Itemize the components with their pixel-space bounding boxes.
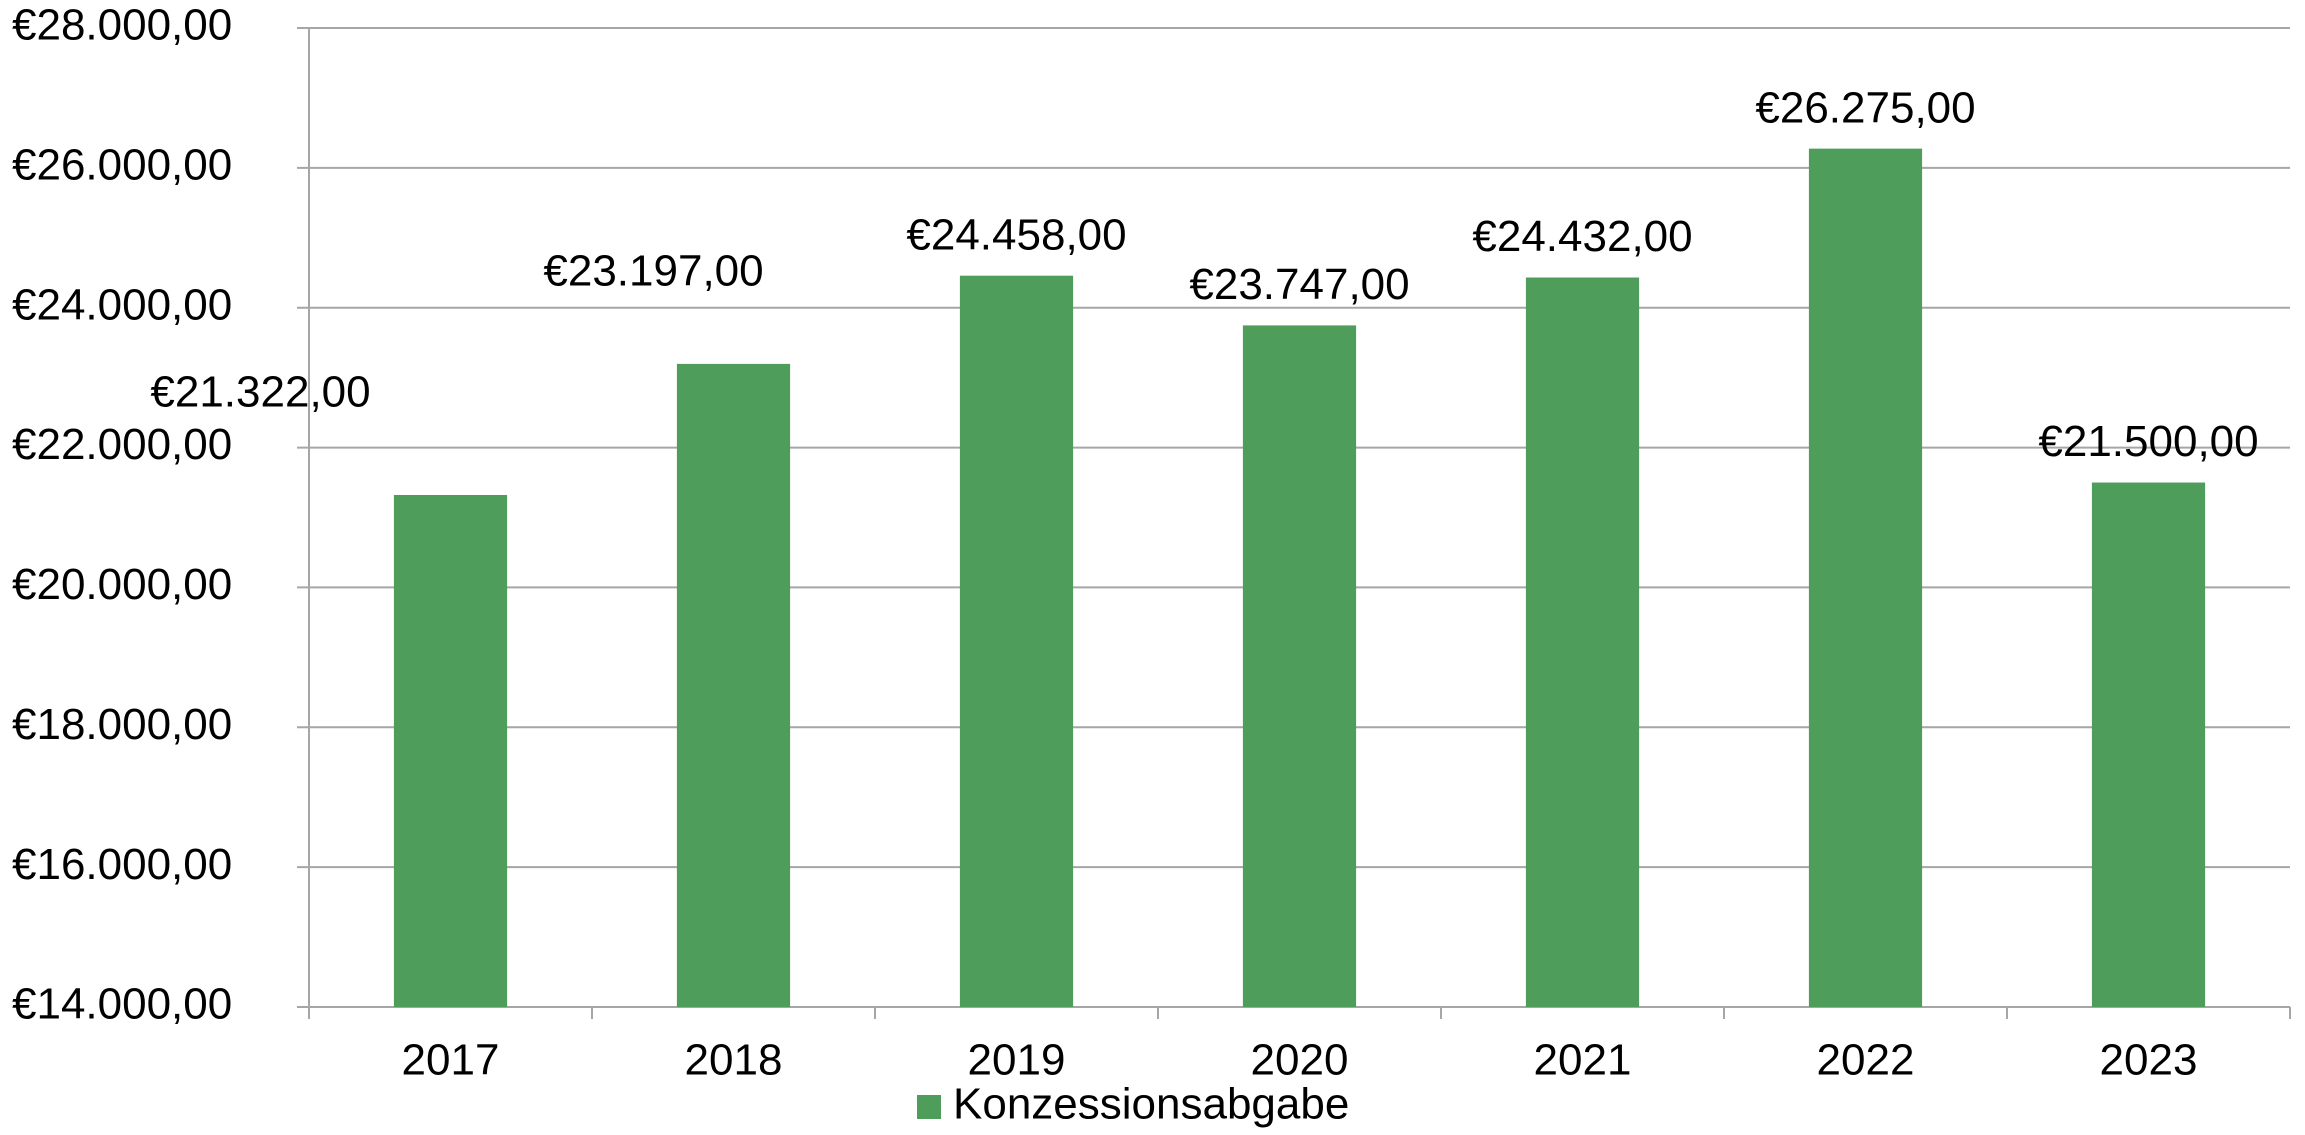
data-label: €21.500,00 [2038,417,2258,466]
x-tick-label: 2021 [1534,1036,1632,1085]
bar [2091,482,2206,1007]
bar [959,275,1074,1007]
data-label: €21.322,00 [150,368,370,417]
legend-swatch [917,1095,941,1119]
data-label: €26.275,00 [1755,83,1975,132]
data-label: €24.432,00 [1472,212,1692,261]
data-label: €23.197,00 [543,246,763,295]
data-label: €23.747,00 [1189,260,1409,309]
data-label: €24.458,00 [906,210,1126,259]
x-tick-label: 2017 [402,1036,500,1085]
y-tick-label: €24.000,00 [12,280,232,329]
bar [1808,148,1923,1008]
x-tick-label: 2023 [2100,1036,2198,1085]
x-tick-label: 2018 [685,1036,783,1085]
y-tick-label: €16.000,00 [12,840,232,889]
y-tick-label: €18.000,00 [12,700,232,749]
y-tick-label: €28.000,00 [12,1,232,50]
x-tick-label: 2019 [968,1036,1066,1085]
y-tick-label: €26.000,00 [12,140,232,189]
x-tick-label: 2022 [1817,1036,1915,1085]
bar [1525,277,1640,1008]
y-tick-label: €14.000,00 [12,980,232,1029]
y-tick-label: €22.000,00 [12,420,232,469]
y-tick-label: €20.000,00 [12,560,232,609]
bar [676,363,791,1007]
x-tick-label: 2020 [1251,1036,1349,1085]
bar [1242,325,1357,1007]
legend-label: Konzessionsabgabe [953,1080,1349,1129]
bar [393,494,508,1007]
